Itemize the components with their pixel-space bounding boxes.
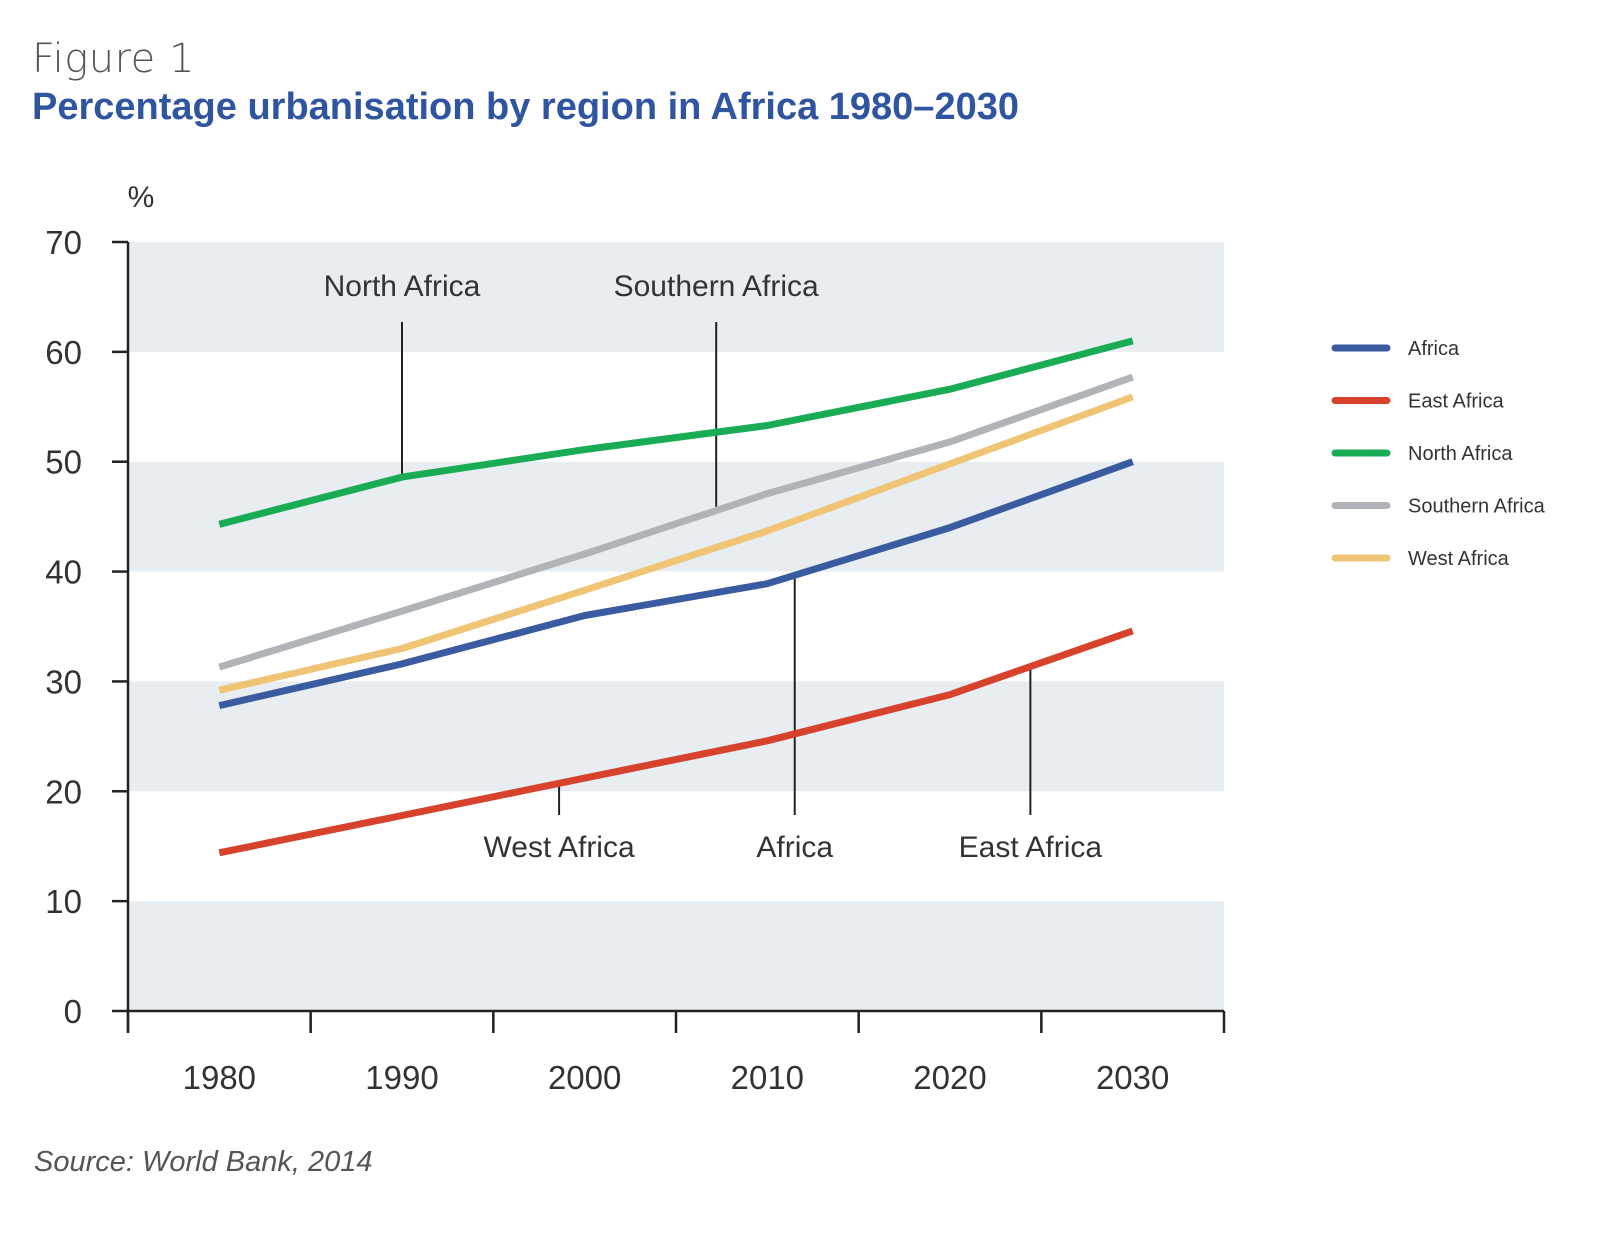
figure-label: Figure 1 bbox=[32, 36, 195, 82]
legend-label: North Africa bbox=[1408, 443, 1513, 465]
y-axis-label: % bbox=[128, 181, 155, 214]
grid-band bbox=[128, 461, 1224, 572]
x-tick-label: 2030 bbox=[1096, 1059, 1169, 1096]
grid-band bbox=[128, 901, 1224, 1011]
legend-item: Africa bbox=[1331, 338, 1460, 360]
x-tick-label: 2020 bbox=[913, 1059, 986, 1096]
y-tick-label: 60 bbox=[45, 334, 82, 371]
legend-label: Africa bbox=[1408, 338, 1460, 360]
legend-item: East Africa bbox=[1331, 391, 1504, 413]
x-tick-label: 2010 bbox=[731, 1059, 804, 1096]
series-line-west-africa bbox=[218, 393, 1134, 694]
background-bands bbox=[128, 242, 1224, 1011]
y-tick-label: 70 bbox=[45, 224, 82, 261]
y-tick-label: 10 bbox=[45, 883, 82, 920]
y-tick-label: 20 bbox=[45, 773, 82, 810]
annotation-label: Southern Africa bbox=[614, 270, 819, 303]
y-tick-label: 40 bbox=[45, 554, 82, 591]
x-tick-label: 2000 bbox=[548, 1059, 621, 1096]
annotation-labels: North Africa Southern Africa West Africa Af… bbox=[324, 270, 1103, 864]
series-lines bbox=[218, 337, 1134, 857]
grid-band bbox=[128, 242, 1224, 352]
legend-item: West Africa bbox=[1331, 548, 1510, 570]
y-tick-label: 50 bbox=[45, 444, 82, 481]
series-line-east-africa bbox=[218, 627, 1134, 857]
chart-title: Percentage urbanisation by region in Afr… bbox=[32, 86, 1019, 128]
series-line-north-africa bbox=[218, 337, 1134, 528]
x-tick-label: 1980 bbox=[183, 1059, 256, 1096]
legend-item: Southern Africa bbox=[1331, 496, 1546, 518]
grid-band bbox=[128, 681, 1224, 792]
legend: Africa East Africa North Africa Southern Af… bbox=[1331, 338, 1546, 570]
source-note: Source: World Bank, 2014 bbox=[34, 1146, 373, 1178]
x-tick-label: 1990 bbox=[365, 1059, 438, 1096]
series-line-southern-africa bbox=[218, 373, 1134, 671]
annotation-label: Africa bbox=[756, 831, 833, 864]
annotation-label: East Africa bbox=[959, 831, 1103, 864]
legend-label: West Africa bbox=[1408, 548, 1510, 570]
y-tick-label: 0 bbox=[64, 993, 82, 1030]
legend-label: Southern Africa bbox=[1408, 496, 1546, 518]
series-line-africa bbox=[218, 458, 1134, 710]
annotation-label: North Africa bbox=[324, 270, 481, 303]
legend-label: East Africa bbox=[1408, 391, 1504, 413]
y-tick-label: 30 bbox=[45, 663, 82, 700]
annotation-label: West Africa bbox=[484, 831, 635, 864]
legend-item: North Africa bbox=[1331, 443, 1513, 465]
